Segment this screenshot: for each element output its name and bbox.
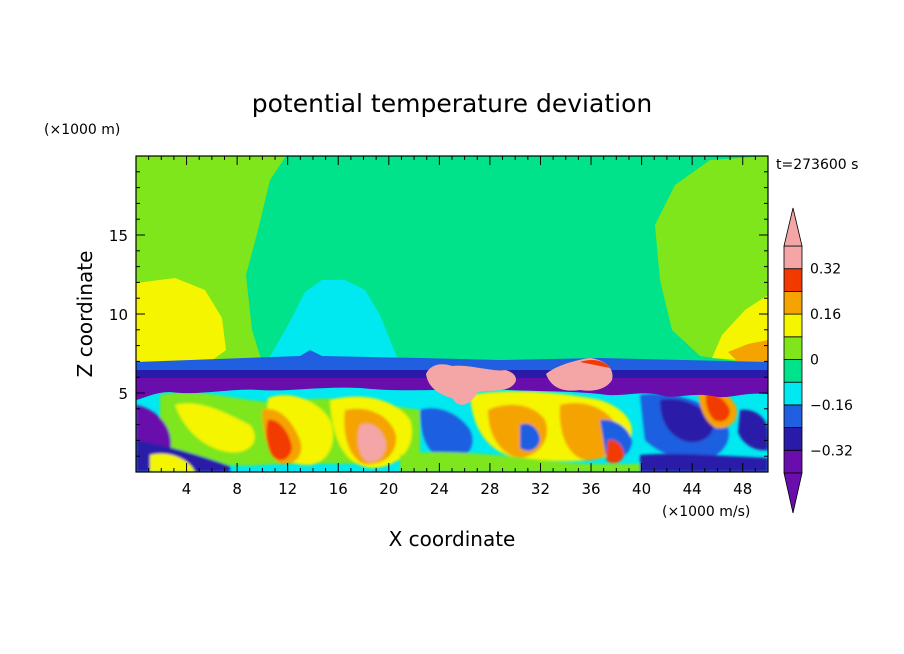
- colorbar-swatch: [783, 268, 803, 292]
- colorbar-swatch: [783, 359, 803, 383]
- x-axis-label: X coordinate: [389, 527, 516, 551]
- colorbar-swatch: [783, 404, 803, 428]
- colorbar-tick-label: 0.32: [810, 262, 841, 278]
- colorbar-extend-max: [783, 207, 803, 247]
- colorbar-extend-min: [783, 472, 803, 514]
- field-region: [136, 350, 768, 370]
- x-tick-label: 16: [329, 480, 348, 498]
- colorbar-swatch: [783, 381, 803, 406]
- field-region: [426, 364, 516, 405]
- x-tick-label: 4: [182, 480, 192, 498]
- y-axis: 5 10 15: [109, 171, 768, 457]
- chart-title: potential temperature deviation: [252, 89, 652, 118]
- field-region: [136, 278, 226, 362]
- plot-area: [136, 156, 768, 472]
- x-tick-label: 44: [683, 480, 702, 498]
- colorbar-swatch: [783, 336, 803, 360]
- x-tick-label: 24: [430, 480, 449, 498]
- x-tick-label: 32: [531, 480, 550, 498]
- colorbar-tick-label: −0.16: [810, 398, 853, 414]
- x-axis: 4 8 12 16 20 24 28 32 36 40 44 48: [148, 156, 756, 498]
- y-unit-label: (×1000 m): [44, 122, 120, 138]
- field-region: [728, 340, 768, 364]
- colorbar-tick-label: 0.16: [810, 307, 841, 323]
- x-tick-label: 8: [232, 480, 242, 498]
- colorbar-swatch: [783, 449, 803, 474]
- colorbar-tick-label: −0.32: [810, 443, 853, 459]
- time-label: t=273600 s: [776, 157, 858, 173]
- field-region: [546, 358, 613, 391]
- x-unit-label: (×1000 m/s): [662, 504, 750, 520]
- colorbar-swatch: [783, 427, 803, 451]
- turbulent-blobs: [136, 385, 768, 472]
- colorbar-tick-label: 0: [810, 353, 819, 369]
- y-tick-label: 10: [109, 306, 128, 324]
- y-axis-label: Z coordinate: [73, 251, 97, 378]
- y-tick-label: 15: [109, 227, 128, 245]
- colorbar-swatch: [783, 290, 803, 315]
- x-tick-label: 28: [480, 480, 499, 498]
- colorbar-swatch: [783, 245, 803, 270]
- colorbar: 0.32 0.16 0 −0.16 −0.32: [783, 207, 853, 514]
- field-region: [655, 156, 768, 366]
- x-tick-label: 20: [379, 480, 398, 498]
- x-tick-label: 36: [581, 480, 600, 498]
- colorbar-swatch: [783, 313, 803, 338]
- field-region: [580, 360, 610, 368]
- field-region: [268, 280, 400, 364]
- x-tick-label: 40: [632, 480, 651, 498]
- x-tick-label: 12: [278, 480, 297, 498]
- x-tick-label: 48: [733, 480, 752, 498]
- y-tick-label: 5: [118, 385, 128, 403]
